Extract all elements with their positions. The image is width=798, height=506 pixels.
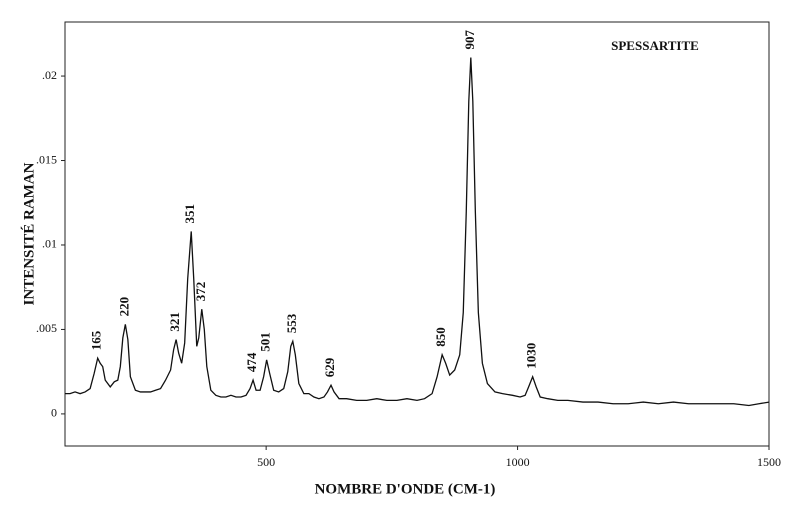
peak-label: 474 xyxy=(244,352,259,372)
y-tick-label: .015 xyxy=(36,152,57,166)
peak-label: 321 xyxy=(167,312,182,332)
y-tick-label: .02 xyxy=(42,68,57,82)
peak-label: 372 xyxy=(193,282,208,302)
peak-label: 850 xyxy=(433,327,448,347)
peak-label: 220 xyxy=(116,297,131,317)
peak-label: 165 xyxy=(89,330,104,350)
y-tick-label: .01 xyxy=(42,237,57,251)
y-axis-title: INTENSITÉ RAMAN xyxy=(20,162,37,305)
spectrum-line xyxy=(65,57,770,407)
peak-label: 907 xyxy=(462,30,477,50)
x-tick-label: 500 xyxy=(257,455,275,469)
y-tick-label: 0 xyxy=(51,406,57,420)
y-tick-label: .005 xyxy=(36,321,57,335)
plot-frame xyxy=(64,21,770,447)
chart-title: SPESSARTITE xyxy=(611,38,699,53)
peak-label: 1030 xyxy=(524,343,539,369)
peak-label: 501 xyxy=(258,332,273,352)
x-tick-label: 1500 xyxy=(757,455,781,469)
peak-label: 629 xyxy=(322,357,337,377)
peak-label: 351 xyxy=(182,204,197,224)
peak-label: 553 xyxy=(284,313,299,333)
x-tick-label: 1000 xyxy=(506,455,530,469)
x-axis-title: NOMBRE D'ONDE (CM-1) xyxy=(315,481,496,497)
